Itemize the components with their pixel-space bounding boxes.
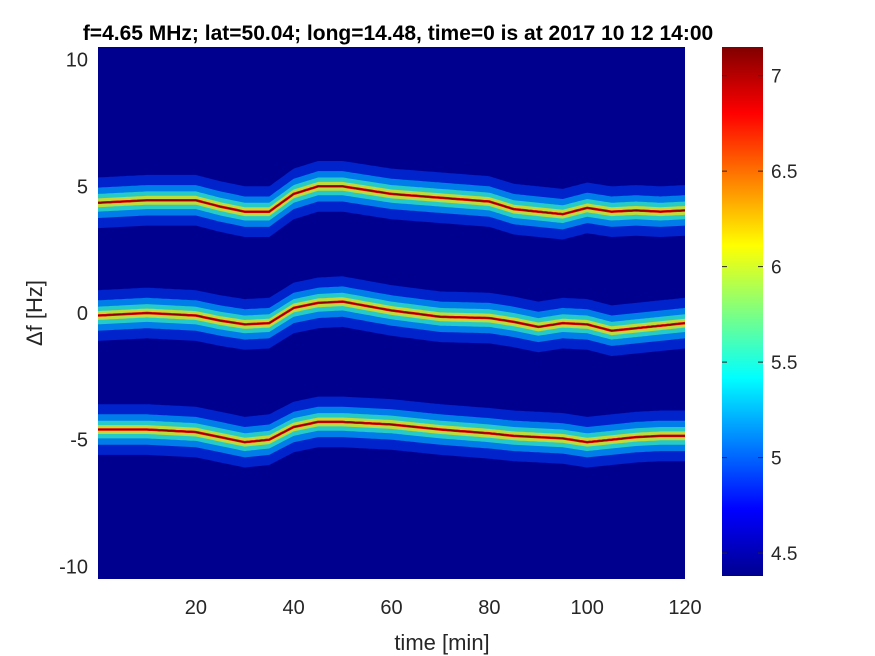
x-tick-label: 20 (185, 597, 207, 619)
band-glow (98, 417, 685, 447)
y-tick-label: 0 (77, 303, 88, 325)
colorbar-tick-label: 5.5 (771, 353, 797, 374)
colorbar-tick-label: 6.5 (771, 162, 797, 183)
x-axis-label: time [min] (394, 630, 489, 655)
band-core-line (98, 421, 685, 443)
colorbar-tick-label: 7 (771, 67, 782, 88)
colorbar-tick-label: 5 (771, 449, 782, 470)
band-glow (98, 181, 685, 219)
y-axis-label: Δf [Hz] (22, 280, 47, 346)
colorbar-ticks: 4.5 5 5.5 6 6.5 7 (722, 67, 797, 565)
x-axis: 20 40 60 80 100 120 (185, 597, 702, 619)
x-tick-label: 120 (668, 597, 701, 619)
y-tick-label: -10 (59, 556, 88, 578)
band-core-line (98, 301, 685, 332)
chart-title: f=4.65 MHz; lat=50.04; long=14.48, time=… (83, 22, 713, 45)
spectral-bands (98, 161, 685, 468)
y-tick-label: 5 (77, 176, 88, 198)
y-tick-label: -5 (70, 430, 88, 452)
x-tick-label: 60 (380, 597, 402, 619)
colorbar-tick-label: 4.5 (771, 544, 797, 565)
x-tick-label: 100 (570, 597, 603, 619)
y-tick-label: 10 (66, 50, 88, 72)
x-tick-label: 40 (283, 597, 305, 619)
y-axis: -10 -5 0 5 10 (59, 50, 88, 579)
colorbar-tick-label: 6 (771, 258, 782, 279)
band-core-line (98, 185, 685, 215)
x-tick-label: 80 (478, 597, 500, 619)
colorbar (722, 47, 763, 576)
